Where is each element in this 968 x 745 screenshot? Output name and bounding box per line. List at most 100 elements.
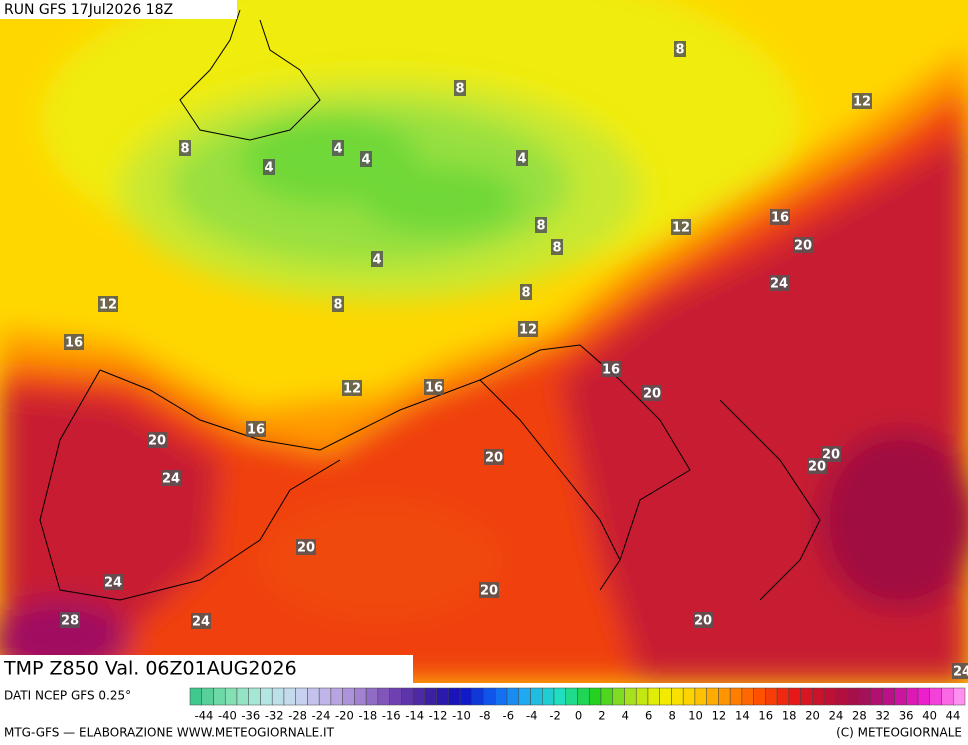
label-box: [263, 159, 275, 175]
color-swatch: [448, 687, 461, 706]
map-title: TMP Z850 Val. 06Z01AUG2026: [3, 658, 297, 680]
color-swatch: [248, 687, 261, 706]
contour-label: 12: [853, 95, 871, 110]
label-box: [103, 574, 123, 590]
contour-label: 12: [672, 221, 690, 236]
color-bar-label: 6: [645, 709, 652, 723]
label-box: [332, 296, 344, 312]
color-swatch: [283, 687, 296, 706]
color-bar-label: -2: [549, 709, 560, 723]
color-bar: -44 -40 -36 -32 -28 -24 -20 -18 -16 -14 -12 -10 -8 -6…: [189, 687, 966, 723]
color-swatch: [565, 687, 578, 706]
contour-label: 4: [361, 153, 370, 168]
color-swatch: [271, 687, 285, 706]
color-bar-label: -44: [195, 709, 214, 723]
color-swatch: [953, 687, 966, 706]
coastline: [99, 344, 581, 451]
coastline: [39, 369, 341, 601]
color-swatch: [741, 687, 754, 706]
color-bar-label: 32: [875, 709, 890, 723]
label-box: [296, 539, 316, 555]
color-swatch: [894, 687, 907, 706]
coastline: [479, 379, 621, 561]
color-bar-label: -6: [503, 709, 514, 723]
contour-label: 24: [770, 277, 788, 292]
color-swatch: [377, 687, 390, 706]
contour-label: 8: [521, 286, 530, 301]
color-swatch: [859, 687, 872, 706]
label-box: [332, 140, 344, 156]
color-swatch: [518, 687, 531, 706]
label-box: [693, 612, 713, 628]
color-bar-label: 18: [782, 709, 797, 723]
temperature-field: [0, 0, 968, 683]
color-swatch: [941, 687, 954, 706]
color-bar-label: -16: [382, 709, 401, 723]
contour-label: 20: [694, 614, 712, 629]
contour-label: 28: [61, 614, 79, 629]
contour-label: 8: [552, 241, 561, 256]
color-bar-label: 12: [712, 709, 727, 723]
contour-label: 4: [517, 152, 526, 167]
color-swatch: [612, 687, 625, 706]
color-swatch: [224, 687, 238, 706]
color-swatch: [365, 687, 379, 706]
color-swatch: [189, 687, 202, 706]
label-box: [601, 361, 621, 377]
label-box: [551, 239, 563, 255]
title-box: [0, 655, 413, 683]
color-swatch: [718, 687, 731, 706]
contour-label: 20: [297, 541, 315, 556]
color-bar-label: 2: [598, 709, 605, 723]
credit: MTG-GFS — ELABORAZIONE WWW.METEOGIORNALE…: [4, 726, 335, 740]
color-bar-label: -20: [335, 709, 354, 723]
contour-label: 4: [372, 253, 381, 268]
label-box: [161, 470, 181, 486]
color-swatch: [835, 687, 848, 706]
contour-label: 8: [675, 43, 684, 58]
color-swatch: [812, 687, 825, 706]
contour-label: 16: [602, 363, 620, 378]
contour-label: 4: [264, 161, 273, 176]
contour-label: 16: [425, 381, 443, 396]
color-swatch: [201, 687, 214, 706]
color-swatch: [765, 687, 778, 706]
color-swatch: [412, 687, 426, 706]
color-bar-label: -24: [312, 709, 331, 723]
color-swatch: [776, 687, 790, 706]
color-swatch: [706, 687, 719, 706]
color-swatch: [600, 687, 613, 706]
color-bar-label: -14: [405, 709, 424, 723]
coastline: [719, 399, 821, 601]
color-swatch: [635, 687, 649, 706]
label-box: [484, 449, 504, 465]
color-swatch: [236, 687, 249, 706]
color-bar-label: 28: [852, 709, 867, 723]
color-bar-label: -4: [526, 709, 537, 723]
contour-label: 8: [333, 298, 342, 313]
contour-label: 24: [192, 615, 210, 630]
contour-label: 24: [162, 472, 180, 487]
color-swatch: [929, 687, 942, 706]
color-swatch: [506, 687, 520, 706]
color-swatch: [870, 687, 884, 706]
color-bar-label: 36: [899, 709, 914, 723]
color-swatch: [847, 687, 860, 706]
label-box: [454, 80, 466, 96]
color-swatch: [553, 687, 567, 706]
color-bar-label: 20: [805, 709, 820, 723]
color-swatch: [577, 687, 590, 706]
color-bar-label: 16: [758, 709, 773, 723]
contour-label: 20: [480, 584, 498, 599]
color-bar-label: -12: [429, 709, 448, 723]
copyright: (C) METEOGIORNALE: [836, 726, 962, 740]
color-swatch: [624, 687, 637, 706]
label-box: [769, 275, 789, 291]
color-swatch: [588, 687, 602, 706]
label-box: [807, 458, 827, 474]
color-swatch: [530, 687, 543, 706]
color-swatch: [318, 687, 332, 706]
label-box: [64, 334, 84, 350]
color-swatch: [295, 687, 308, 706]
